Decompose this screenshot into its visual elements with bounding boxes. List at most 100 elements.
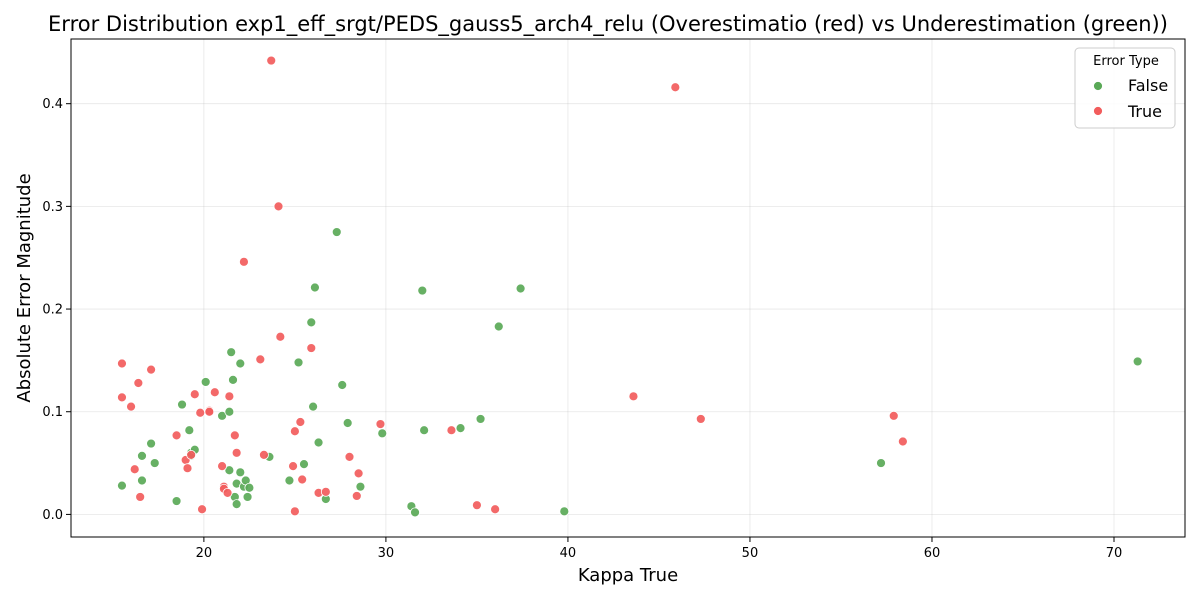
data-point-false xyxy=(232,500,241,509)
data-point-true xyxy=(472,501,481,510)
x-tick-label: 70 xyxy=(1106,546,1123,561)
data-point-true xyxy=(267,56,276,65)
y-tick-label: 0.2 xyxy=(42,303,63,318)
data-point-false xyxy=(343,419,352,428)
plot-frame xyxy=(71,39,1185,537)
data-point-true xyxy=(134,378,143,387)
data-point-false xyxy=(309,402,318,411)
legend-marker-false xyxy=(1094,82,1103,91)
legend: Error Type False True xyxy=(1075,48,1175,128)
data-point-false xyxy=(178,400,187,409)
data-point-true xyxy=(117,359,126,368)
data-point-true xyxy=(239,257,248,266)
data-point-false xyxy=(494,322,503,331)
data-point-true xyxy=(352,491,361,500)
data-point-false xyxy=(185,426,194,435)
x-tick-label: 30 xyxy=(378,546,395,561)
data-point-true xyxy=(183,464,192,473)
data-point-false xyxy=(1133,357,1142,366)
data-point-true xyxy=(354,469,363,478)
data-point-false xyxy=(227,348,236,357)
data-point-true xyxy=(290,507,299,516)
grid-layer xyxy=(71,39,1185,537)
data-point-true xyxy=(127,402,136,411)
data-point-true xyxy=(276,332,285,341)
data-point-true xyxy=(671,83,680,92)
data-point-false xyxy=(418,286,427,295)
data-point-false xyxy=(117,481,126,490)
data-point-true xyxy=(130,465,139,474)
data-point-true xyxy=(205,407,214,416)
data-point-true xyxy=(230,431,239,440)
data-point-false xyxy=(456,424,465,433)
data-point-false xyxy=(338,381,347,390)
data-point-true xyxy=(256,355,265,364)
data-point-true xyxy=(696,414,705,423)
data-point-false xyxy=(299,460,308,469)
data-point-false xyxy=(201,377,210,386)
data-point-false xyxy=(310,283,319,292)
data-point-true xyxy=(298,475,307,484)
data-point-false xyxy=(172,497,181,506)
y-tick-label: 0.1 xyxy=(42,405,63,420)
data-point-false xyxy=(285,476,294,485)
data-point-true xyxy=(225,392,234,401)
legend-label-false: False xyxy=(1128,76,1168,95)
data-point-true xyxy=(889,411,898,420)
data-point-true xyxy=(376,420,385,429)
data-point-true xyxy=(232,448,241,457)
data-point-false xyxy=(243,492,252,501)
x-tick-label: 40 xyxy=(560,546,577,561)
data-point-false xyxy=(332,228,341,237)
data-point-false xyxy=(236,468,245,477)
data-point-true xyxy=(172,431,181,440)
data-point-true xyxy=(290,427,299,436)
data-point-true xyxy=(289,462,298,471)
data-point-false xyxy=(150,459,159,468)
y-tick-label: 0.3 xyxy=(42,200,63,215)
data-point-true xyxy=(447,426,456,435)
legend-marker-true xyxy=(1094,107,1103,116)
ticks-layer: 20 30 40 50 60 70 0.0 0.1 0.2 0.3 0.4 xyxy=(42,97,1122,561)
data-point-false xyxy=(229,375,238,384)
data-point-false xyxy=(225,407,234,416)
data-point-true xyxy=(296,417,305,426)
data-point-true xyxy=(898,437,907,446)
data-point-true xyxy=(629,392,638,401)
data-point-false xyxy=(294,358,303,367)
data-point-true xyxy=(218,462,227,471)
x-tick-label: 20 xyxy=(196,546,213,561)
data-point-true xyxy=(136,492,145,501)
chart-title: Error Distribution exp1_eff_srgt/PEDS_ga… xyxy=(48,12,1168,37)
data-point-false xyxy=(476,414,485,423)
data-point-true xyxy=(190,390,199,399)
data-point-false xyxy=(356,482,365,491)
data-point-true xyxy=(274,202,283,211)
data-point-true xyxy=(491,505,500,514)
data-point-false xyxy=(314,438,323,447)
x-tick-label: 50 xyxy=(742,546,759,561)
data-point-true xyxy=(196,408,205,417)
data-point-true xyxy=(307,344,316,353)
data-point-false xyxy=(420,426,429,435)
data-point-false xyxy=(147,439,156,448)
data-point-true xyxy=(187,450,196,459)
data-point-false xyxy=(137,451,146,460)
data-point-false xyxy=(245,483,254,492)
data-point-false xyxy=(877,459,886,468)
data-point-false xyxy=(411,508,420,517)
data-point-true xyxy=(223,488,232,497)
points-layer xyxy=(117,56,1142,517)
data-point-true xyxy=(147,365,156,374)
data-point-true xyxy=(259,450,268,459)
data-point-true xyxy=(210,388,219,397)
data-point-true xyxy=(117,393,126,402)
y-tick-label: 0.0 xyxy=(42,508,63,523)
legend-title: Error Type xyxy=(1093,54,1159,69)
y-tick-label: 0.4 xyxy=(42,97,63,112)
data-point-false xyxy=(137,476,146,485)
data-point-false xyxy=(378,429,387,438)
data-point-false xyxy=(516,284,525,293)
data-point-false xyxy=(307,318,316,327)
